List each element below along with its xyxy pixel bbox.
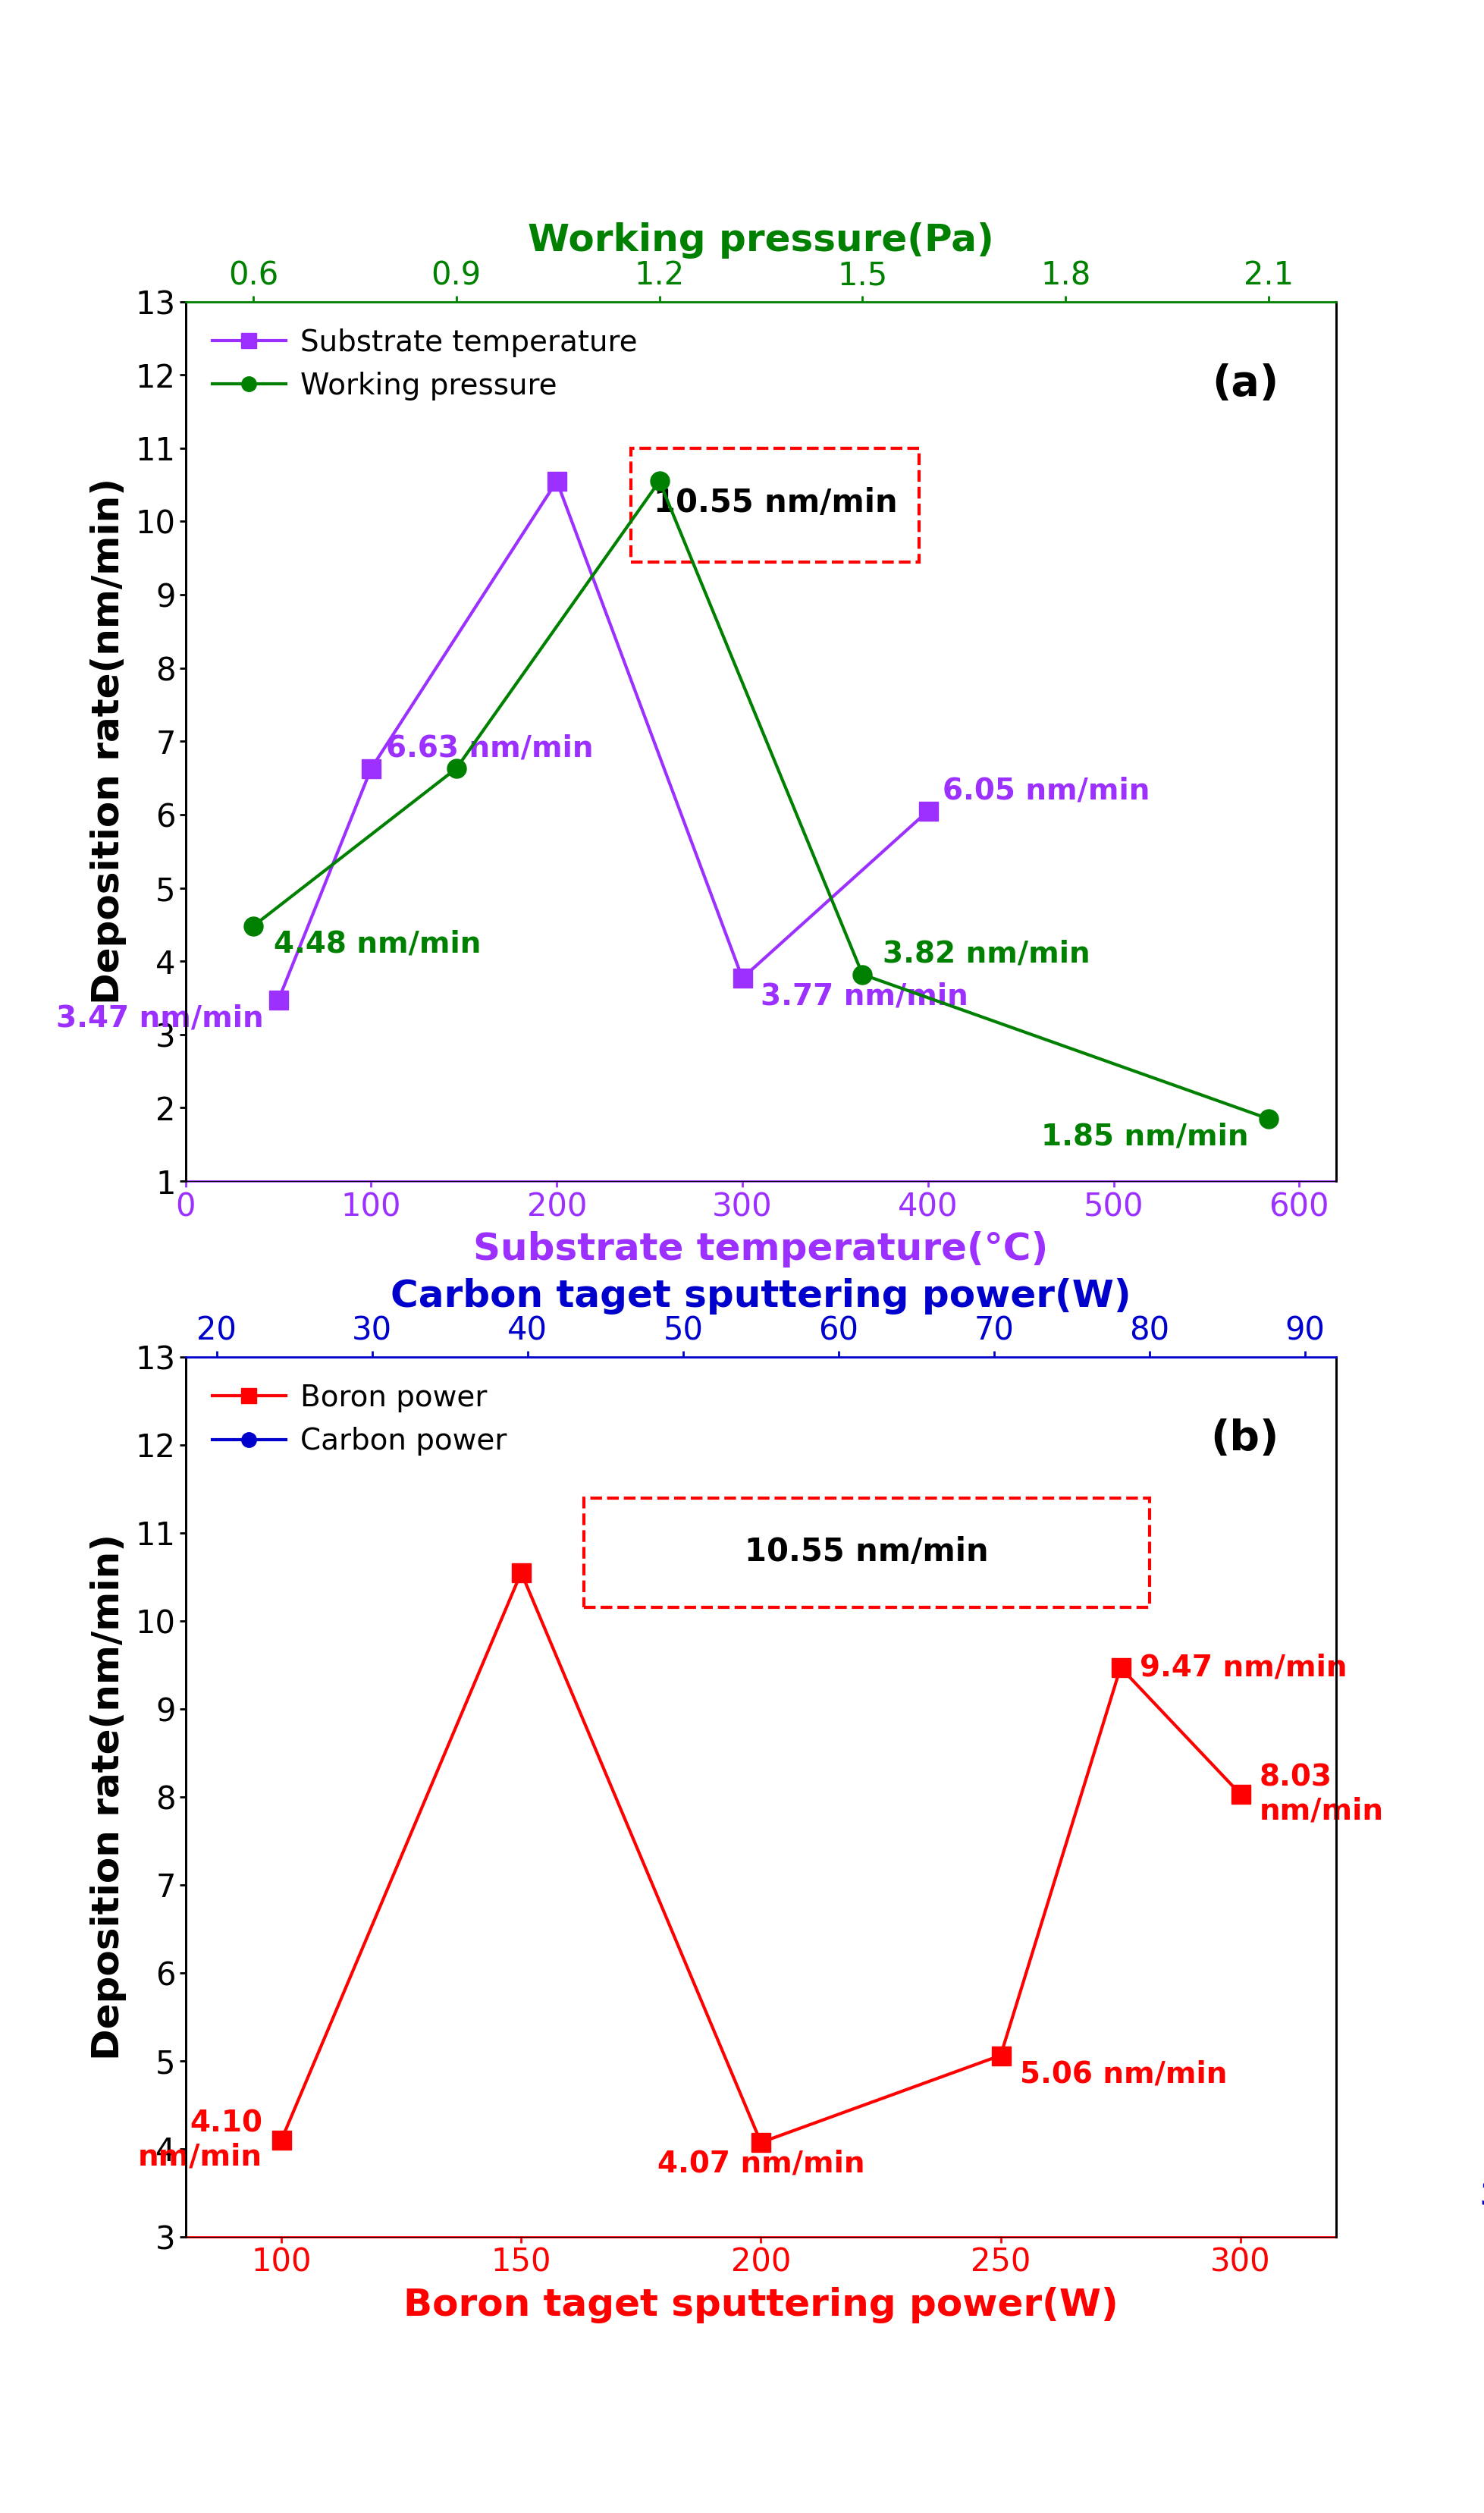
- Text: (b): (b): [1209, 1417, 1278, 1460]
- Y-axis label: Deposition rate(nm/min): Deposition rate(nm/min): [91, 477, 126, 1005]
- Legend: Boron power, Carbon power: Boron power, Carbon power: [200, 1372, 519, 1468]
- Text: 8.03
nm/min: 8.03 nm/min: [1258, 1764, 1383, 1824]
- Text: 6.63 nm/min: 6.63 nm/min: [386, 734, 594, 761]
- Text: 4.10
nm/min: 4.10 nm/min: [138, 2108, 263, 2171]
- Text: 3.47 nm/min: 3.47 nm/min: [56, 1003, 264, 1033]
- Text: (a): (a): [1211, 362, 1278, 405]
- Text: 3.77 nm/min: 3.77 nm/min: [760, 983, 968, 1010]
- X-axis label: Working pressure(Pa): Working pressure(Pa): [528, 224, 993, 259]
- Text: 5.06 nm/min: 5.06 nm/min: [1020, 2061, 1226, 2088]
- Text: 10.55 nm/min: 10.55 nm/min: [653, 488, 898, 520]
- Legend: Substrate temperature, Working pressure: Substrate temperature, Working pressure: [200, 317, 649, 412]
- FancyBboxPatch shape: [583, 1498, 1149, 1608]
- Text: 6.05 nm/min: 6.05 nm/min: [942, 777, 1150, 804]
- Text: 4.48 nm/min: 4.48 nm/min: [273, 930, 481, 957]
- Text: 3.67 nm/min: 3.67 nm/min: [1480, 2181, 1484, 2211]
- X-axis label: Boron taget sputtering power(W): Boron taget sputtering power(W): [404, 2287, 1117, 2325]
- X-axis label: Carbon taget sputtering power(W): Carbon taget sputtering power(W): [390, 1279, 1131, 1314]
- Text: 10.55 nm/min: 10.55 nm/min: [743, 1535, 988, 1568]
- Y-axis label: Deposition rate(nm/min): Deposition rate(nm/min): [91, 1533, 126, 2061]
- Text: 9.47 nm/min: 9.47 nm/min: [1140, 1654, 1346, 1681]
- Text: 4.07 nm/min: 4.07 nm/min: [657, 2149, 864, 2179]
- Text: 1.85 nm/min: 1.85 nm/min: [1040, 1123, 1248, 1151]
- FancyBboxPatch shape: [631, 447, 919, 563]
- Text: 3.82 nm/min: 3.82 nm/min: [883, 940, 1089, 968]
- X-axis label: Substrate temperature(°C): Substrate temperature(°C): [473, 1231, 1048, 1269]
